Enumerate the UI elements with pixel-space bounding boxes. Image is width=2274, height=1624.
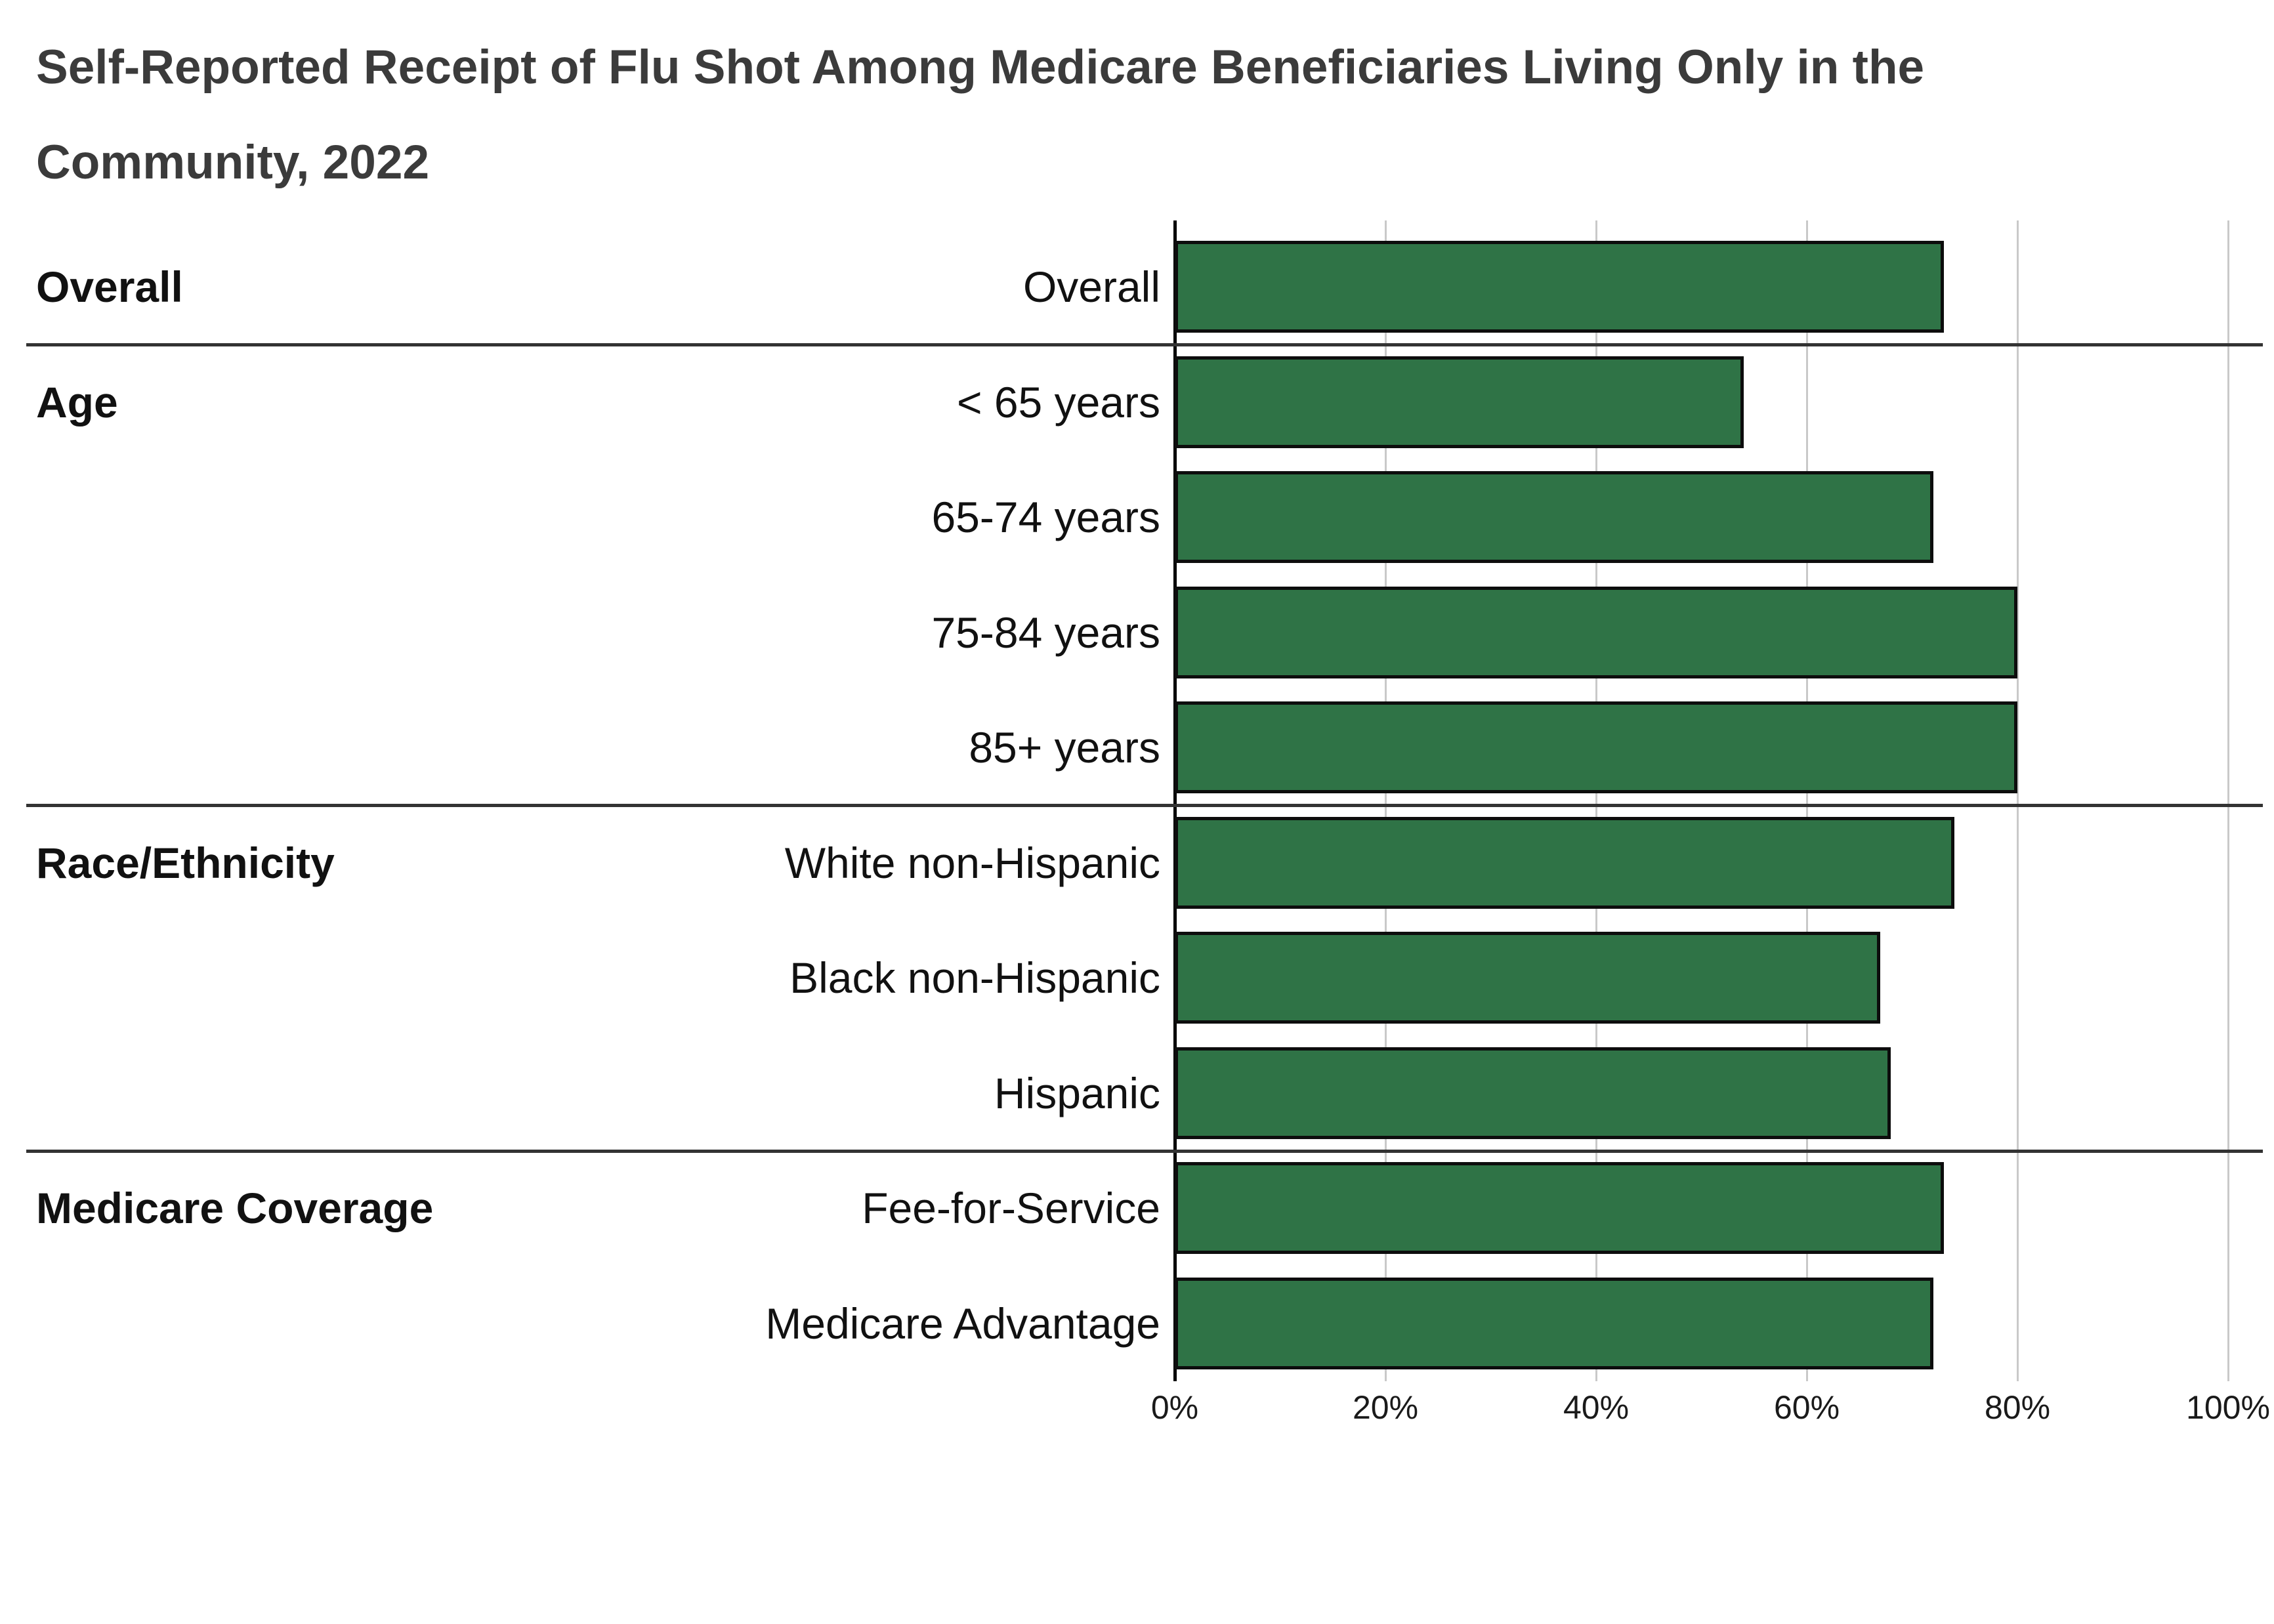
gridline-100 [2227,220,2229,1381]
row-label-65-74-years: 65-74 years [931,493,1160,541]
row-label-75-84-years: 75-84 years [931,608,1160,657]
group-label-medicare-coverage: Medicare Coverage [36,1184,434,1232]
gridline-20 [1385,220,1387,1381]
group-separator-1 [26,343,2263,346]
y-axis-line [1173,220,1177,1381]
bar-85-years[interactable] [1175,701,2017,793]
group-label-race-ethnicity: Race/Ethnicity [36,838,335,887]
row-label-hispanic: Hispanic [994,1068,1160,1117]
group-label-age: Age [36,377,118,427]
row-label-85-years: 85+ years [969,723,1160,772]
bar-fee-for-service[interactable] [1175,1162,1944,1254]
x-tick-label-20: 20% [1352,1389,1419,1426]
bar-white-non-hispanic[interactable] [1175,816,1954,909]
bar-black-non-hispanic[interactable] [1175,932,1880,1024]
bar-75-84-years[interactable] [1175,586,2017,678]
gridline-40 [1595,220,1597,1381]
bar-65-74-years[interactable] [1175,471,1933,563]
row-label-65-years: < 65 years [956,377,1160,427]
bar-overall[interactable] [1175,241,1944,333]
gridline-60 [1806,220,1808,1381]
row-label-fee-for-service: Fee-for-Service [862,1184,1160,1232]
x-tick-label-40: 40% [1563,1389,1630,1426]
bar-hispanic[interactable] [1175,1047,1891,1139]
bar-medicare-advantage[interactable] [1175,1277,1933,1369]
x-tick-label-60: 60% [1773,1389,1840,1426]
group-label-overall: Overall [36,262,183,311]
row-label-medicare-advantage: Medicare Advantage [765,1299,1160,1348]
gridline-80 [2017,220,2019,1381]
group-separator-3 [26,1149,2263,1153]
row-label-overall: Overall [1022,262,1160,311]
x-tick-label-0: 0% [1150,1389,1199,1426]
x-tick-label-100: 100% [2186,1389,2270,1426]
bar-65-years[interactable] [1175,356,1744,448]
x-tick-label-80: 80% [1984,1389,2051,1426]
row-label-black-non-hispanic: Black non-Hispanic [790,953,1160,1002]
group-separator-2 [26,804,2263,807]
chart-title: Self-Reported Receipt of Flu Shot Among … [36,41,1925,189]
row-label-white-non-hispanic: White non-Hispanic [784,838,1160,887]
